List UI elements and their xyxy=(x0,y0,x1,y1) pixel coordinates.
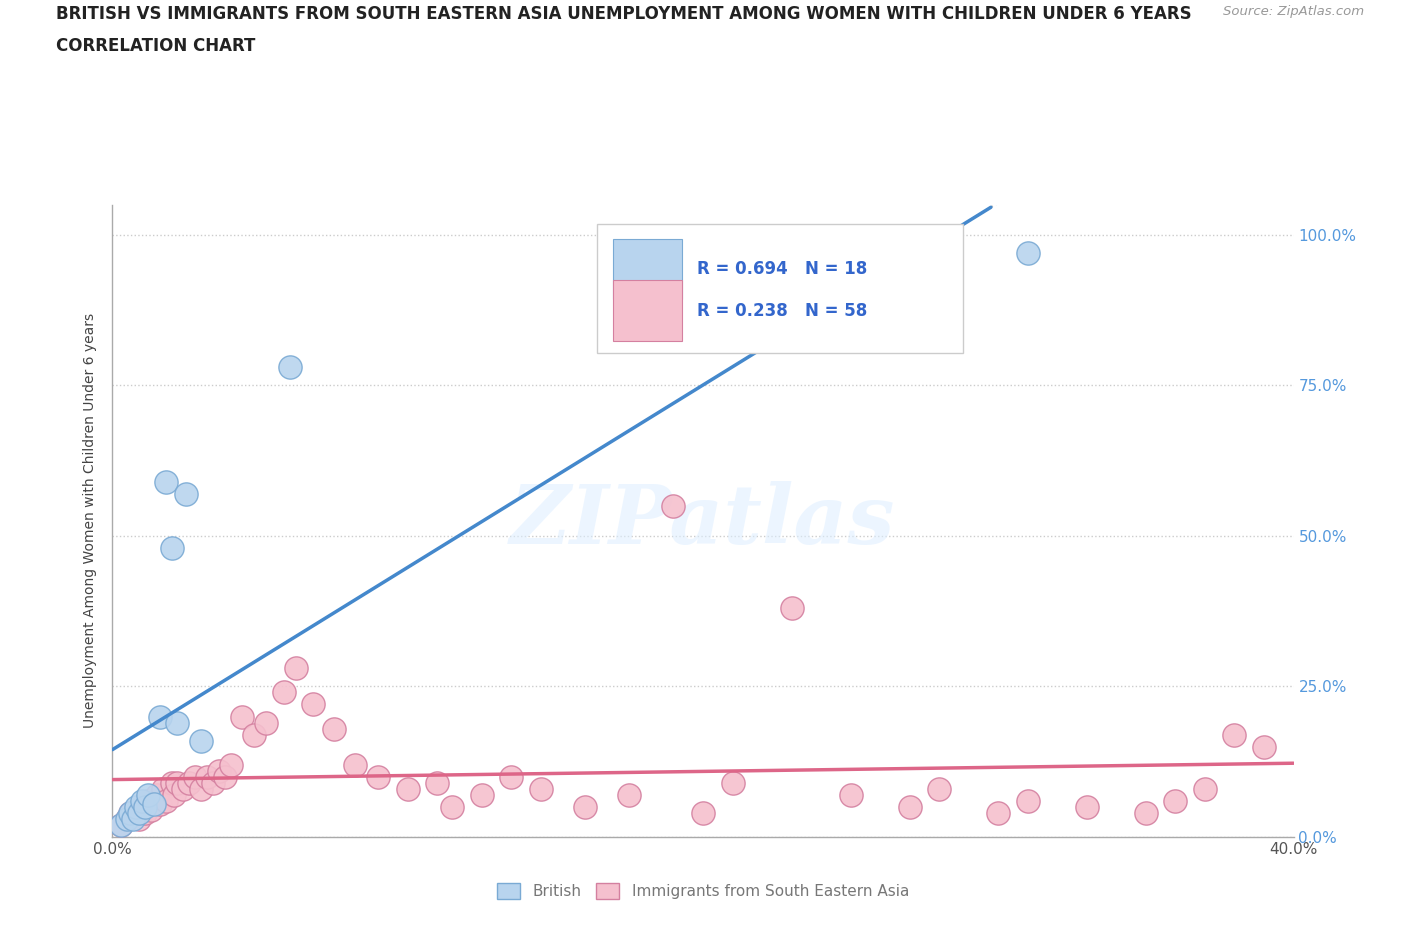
Point xyxy=(184,769,207,784)
Point xyxy=(136,788,159,803)
Point xyxy=(396,781,419,796)
Point xyxy=(254,715,277,730)
Point xyxy=(426,776,449,790)
Text: R = 0.694   N = 18: R = 0.694 N = 18 xyxy=(697,260,868,278)
Point xyxy=(1223,727,1246,742)
Point xyxy=(190,781,212,796)
Point xyxy=(278,360,301,375)
Point xyxy=(898,800,921,815)
Point xyxy=(470,788,494,803)
Point xyxy=(120,805,142,820)
Point xyxy=(302,698,325,712)
Point xyxy=(128,805,150,820)
Point xyxy=(284,661,307,676)
Point xyxy=(1194,781,1216,796)
Point xyxy=(343,757,366,772)
Point xyxy=(152,781,174,796)
Point xyxy=(174,486,197,501)
Point xyxy=(139,803,162,817)
Point xyxy=(721,776,744,790)
Legend: British, Immigrants from South Eastern Asia: British, Immigrants from South Eastern A… xyxy=(491,877,915,905)
Point xyxy=(166,776,188,790)
Point xyxy=(125,800,148,815)
Point xyxy=(323,721,346,736)
Point xyxy=(131,800,153,815)
Point xyxy=(1076,800,1098,815)
Point xyxy=(163,788,186,803)
Point xyxy=(172,781,194,796)
Point xyxy=(190,733,212,748)
Point xyxy=(160,540,183,555)
Point xyxy=(219,757,242,772)
Point xyxy=(243,727,266,742)
Point xyxy=(1164,793,1187,808)
Point xyxy=(201,776,224,790)
Point xyxy=(166,715,188,730)
Point xyxy=(146,788,169,803)
Y-axis label: Unemployment Among Women with Children Under 6 years: Unemployment Among Women with Children U… xyxy=(83,313,97,728)
Point xyxy=(662,498,685,513)
Text: BRITISH VS IMMIGRANTS FROM SOUTH EASTERN ASIA UNEMPLOYMENT AMONG WOMEN WITH CHIL: BRITISH VS IMMIGRANTS FROM SOUTH EASTERN… xyxy=(56,5,1192,22)
Point xyxy=(136,793,159,808)
Point xyxy=(928,781,950,796)
Point xyxy=(692,805,714,820)
Point xyxy=(1253,739,1275,754)
Point xyxy=(110,817,132,832)
Point xyxy=(160,776,183,790)
FancyBboxPatch shape xyxy=(596,223,963,353)
Point xyxy=(128,812,150,827)
Point xyxy=(367,769,389,784)
Point xyxy=(195,769,218,784)
Point xyxy=(273,685,295,700)
Point xyxy=(208,764,231,778)
Point xyxy=(987,805,1010,820)
Point xyxy=(120,805,142,820)
Point xyxy=(117,812,138,827)
Point xyxy=(529,781,551,796)
Point xyxy=(122,808,145,823)
Point xyxy=(131,793,153,808)
Point xyxy=(1135,805,1157,820)
Point xyxy=(134,800,156,815)
Point xyxy=(231,709,253,724)
Point xyxy=(149,709,172,724)
Point xyxy=(1017,793,1039,808)
Point xyxy=(214,769,236,784)
FancyBboxPatch shape xyxy=(613,281,682,340)
Text: ZIPatlas: ZIPatlas xyxy=(510,481,896,561)
Point xyxy=(574,800,596,815)
Point xyxy=(619,788,641,803)
Point xyxy=(117,812,138,827)
Point xyxy=(179,776,201,790)
FancyBboxPatch shape xyxy=(613,239,682,299)
Point xyxy=(155,793,177,808)
Point xyxy=(1017,246,1039,260)
Point xyxy=(155,474,177,489)
Point xyxy=(110,817,132,832)
Point xyxy=(125,805,148,820)
Point xyxy=(441,800,464,815)
Text: Source: ZipAtlas.com: Source: ZipAtlas.com xyxy=(1223,5,1364,18)
Point xyxy=(149,796,172,811)
Text: CORRELATION CHART: CORRELATION CHART xyxy=(56,37,256,55)
Text: R = 0.238   N = 58: R = 0.238 N = 58 xyxy=(697,301,868,320)
Point xyxy=(122,812,145,827)
Point xyxy=(142,796,165,811)
Point xyxy=(839,788,862,803)
Point xyxy=(134,805,156,820)
Point xyxy=(501,769,523,784)
Point xyxy=(780,601,803,616)
